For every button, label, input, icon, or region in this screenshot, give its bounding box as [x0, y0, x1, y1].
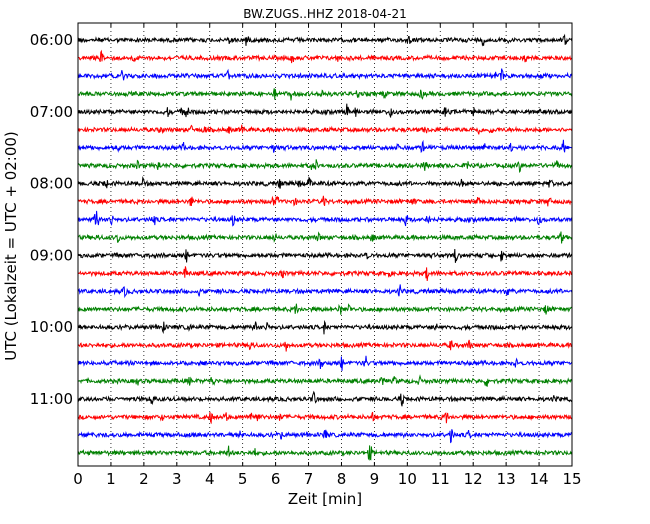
trace-line	[77, 195, 572, 207]
x-tick-label: 5	[238, 470, 248, 488]
trace-line	[77, 124, 573, 135]
y-tick-label: 07:00	[30, 103, 73, 121]
x-tick-label: 2	[139, 470, 149, 488]
x-axis-label: Zeit [min]	[288, 490, 362, 508]
trace-line	[77, 303, 572, 315]
trace-line	[77, 248, 573, 263]
x-tick-label: 14	[530, 470, 549, 488]
x-tick-label: 12	[464, 470, 483, 488]
y-tick-label: 11:00	[30, 390, 73, 408]
trace-line	[77, 374, 573, 387]
trace-line	[77, 33, 573, 47]
y-tick-label: 10:00	[30, 318, 73, 336]
x-tick-label: 1	[106, 470, 116, 488]
y-tick-label: 08:00	[30, 175, 73, 193]
tick-layer: 0 1 2 3 4 5 6 7 8 9 10 11 12 13 14 1506:0007:0008:0009:…	[30, 23, 582, 488]
trace-line	[77, 355, 573, 371]
x-tick-label: 15	[562, 470, 581, 488]
trace-line	[77, 103, 573, 118]
trace-line	[77, 266, 573, 282]
x-tick-label: 8	[337, 470, 347, 488]
trace-line	[77, 411, 573, 425]
trace-line	[77, 176, 573, 189]
trace-line	[77, 159, 573, 173]
trace-line	[77, 68, 573, 81]
trace-line	[77, 284, 573, 299]
plot-frame	[77, 22, 573, 467]
x-tick-label: 11	[431, 470, 450, 488]
x-tick-label: 3	[172, 470, 182, 488]
trace-line	[77, 429, 573, 444]
trace-line	[77, 88, 573, 101]
x-tick-label: 7	[304, 470, 314, 488]
x-tick-label: 6	[271, 470, 281, 488]
x-tick-label: 0	[73, 470, 83, 488]
trace-line	[77, 139, 573, 154]
x-tick-label: 10	[398, 470, 417, 488]
y-tick-label: 09:00	[30, 246, 73, 264]
trace-line	[77, 231, 573, 244]
x-tick-label: 4	[205, 470, 215, 488]
y-axis-label: UTC (Lokalzeit = UTC + 02:00)	[2, 131, 20, 361]
trace-layer	[77, 33, 573, 461]
x-tick-label: 9	[370, 470, 380, 488]
trace-line	[77, 339, 573, 352]
chart-title: BW.ZUGS..HHZ 2018-04-21	[243, 7, 406, 21]
trace-line	[77, 210, 573, 227]
x-tick-label: 13	[497, 470, 516, 488]
y-tick-label: 06:00	[30, 31, 73, 49]
trace-line	[77, 319, 573, 335]
trace-line	[77, 390, 573, 407]
trace-line	[77, 49, 573, 64]
trace-line	[77, 445, 573, 461]
